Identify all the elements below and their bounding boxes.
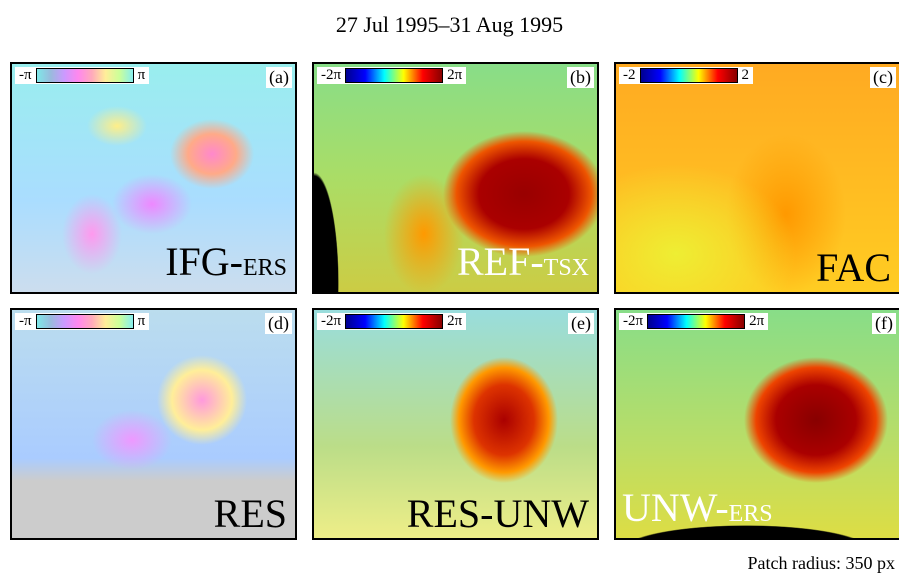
panel-label: (f)	[872, 313, 896, 334]
panel: -π π (d) RES	[10, 308, 297, 540]
panel: -π π (a) IFG-ERS	[10, 62, 297, 294]
panel-label: (d)	[265, 313, 292, 334]
colorbar-max: 2	[742, 67, 750, 84]
colorbar: -2π 2π	[317, 67, 466, 84]
panel-label: (c)	[870, 67, 896, 88]
colorbar-min: -π	[19, 313, 32, 330]
panel-name: REF-TSX	[457, 240, 589, 290]
name-main: FAC	[816, 245, 891, 290]
colorbar-min: -2	[623, 67, 636, 84]
name-main: UNW-	[622, 485, 729, 530]
name-main: IFG-	[165, 239, 243, 284]
colorbar-gradient	[36, 68, 134, 83]
colorbar-max: 2π	[447, 67, 462, 84]
footer-note: Patch radius: 350 px	[748, 553, 895, 574]
page: 27 Jul 1995–31 Aug 1995 -ππ (a) IFG-ERS …	[0, 0, 899, 577]
name-small: TSX	[544, 255, 589, 281]
colorbar-min: -2π	[623, 313, 643, 330]
colorbar-max: 2π	[749, 313, 764, 330]
colorbar: -π π	[15, 313, 149, 330]
colorbar-min: -2π	[321, 67, 341, 84]
colorbar-min: -π	[19, 67, 32, 84]
colorbar-max: π	[138, 313, 146, 330]
colorbar-gradient	[345, 314, 443, 329]
panel: -2π 2π (b) REF-TSX	[312, 62, 599, 294]
panel-label: (a)	[266, 67, 292, 88]
panel: -2 2 (c) FAC	[614, 62, 899, 294]
name-main: REF-	[457, 239, 544, 284]
name-small: ERS	[243, 255, 287, 281]
figure-title: 27 Jul 1995–31 Aug 1995	[0, 12, 899, 38]
panel: -2π 2π (f) UNW-ERS	[614, 308, 899, 540]
colorbar-max: 2π	[447, 313, 462, 330]
colorbar-min: -2π	[321, 313, 341, 330]
colorbar-max: π	[138, 67, 146, 84]
colorbar: -2π 2π	[317, 313, 466, 330]
panel-name: FAC	[816, 246, 891, 290]
name-small: ERS	[729, 501, 773, 527]
colorbar-gradient	[36, 314, 134, 329]
panel: -2π 2π (e) RES-UNW	[312, 308, 599, 540]
panel-label: (b)	[567, 67, 594, 88]
panel-name: RES	[214, 492, 287, 536]
panel-label: (e)	[568, 313, 594, 334]
colorbar-gradient	[640, 68, 738, 83]
colorbar: -2 2	[619, 67, 753, 84]
colorbar: -π π	[15, 67, 149, 84]
colorbar-gradient	[345, 68, 443, 83]
name-main: RES	[214, 491, 287, 536]
panel-name: IFG-ERS	[165, 240, 287, 290]
panel-name: UNW-ERS	[622, 486, 773, 536]
colorbar: -2π 2π	[619, 313, 768, 330]
colorbar-gradient	[647, 314, 745, 329]
name-main: RES-UNW	[407, 491, 589, 536]
panel-name: RES-UNW	[407, 492, 589, 536]
